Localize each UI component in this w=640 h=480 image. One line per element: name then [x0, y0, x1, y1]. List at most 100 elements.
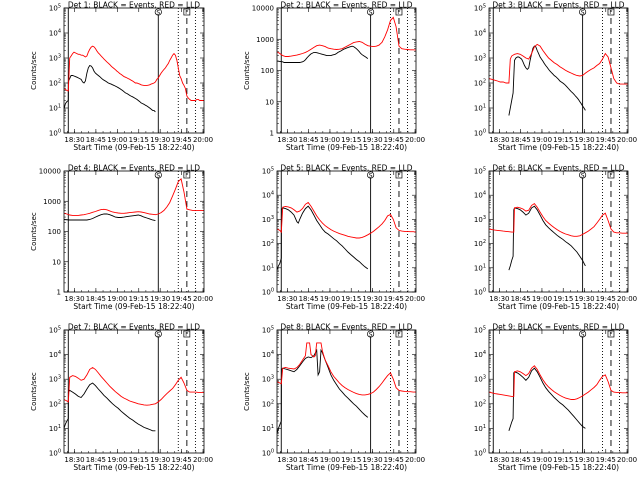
x-tick-label: 19:15: [553, 295, 573, 303]
x-tick-label: 18:30: [277, 136, 297, 144]
y-tick-label: 105: [49, 326, 61, 335]
x-tick-label: 18:30: [277, 295, 297, 303]
panel-title: Det 5: BLACK = Events, RED = LLD: [280, 164, 412, 173]
start-marker-label: S: [581, 331, 585, 338]
y-tick-label: 103: [262, 215, 274, 224]
series-events: [64, 213, 156, 222]
y-tick-label: 1000: [256, 36, 274, 44]
x-tick-label: 19:45: [172, 456, 192, 464]
x-tick-label: 19:15: [341, 295, 361, 303]
panel-title: Det 8: BLACK = Events, RED = LLD: [280, 323, 412, 332]
y-tick-label: 100: [474, 288, 486, 297]
y-tick-label: 1: [57, 289, 61, 297]
start-marker-label: S: [369, 9, 373, 16]
y-tick-label: 104: [262, 191, 274, 200]
start-marker: [367, 330, 375, 338]
plot-frame: [276, 329, 417, 454]
x-tick-label: 20:00: [617, 456, 637, 464]
y-axis-label: Counts/sec: [30, 51, 38, 90]
x-tick-label: 18:45: [299, 456, 319, 464]
y-axis-label: Counts/sec: [30, 372, 38, 411]
x-tick-label: 18:45: [86, 456, 106, 464]
plot-frame: [276, 170, 417, 293]
finish-marker-label: F: [609, 10, 612, 16]
finish-marker: [395, 171, 403, 179]
y-tick-label: 102: [262, 399, 274, 408]
finish-marker: [395, 8, 403, 16]
x-tick-label: 20:00: [405, 295, 425, 303]
x-tick-label: 19:30: [574, 136, 594, 144]
x-axis-label: Start Time (09-Feb-15 18:22:40): [286, 302, 407, 311]
y-tick-label: 102: [474, 239, 486, 248]
detector-panel-1: Det 1: BLACK = Events, RED = LLD 100 101 10…: [30, 1, 213, 153]
y-tick-label: 101: [49, 104, 61, 113]
y-axis-label: Counts/sec: [243, 372, 251, 411]
x-axis-label: Start Time (09-Feb-15 18:22:40): [286, 463, 407, 472]
x-tick-label: 18:45: [511, 295, 531, 303]
finish-marker: [183, 171, 191, 179]
series-lld: [64, 366, 204, 406]
x-tick-label: 19:00: [107, 456, 127, 464]
start-marker: [154, 330, 162, 338]
x-tick-label: 18:45: [511, 456, 531, 464]
y-tick-label: 100: [49, 129, 61, 138]
start-marker: [154, 8, 162, 16]
start-marker-label: S: [581, 172, 585, 179]
x-tick-label: 19:15: [129, 456, 149, 464]
x-tick-label: 20:00: [405, 136, 425, 144]
x-tick-label: 18:30: [489, 295, 509, 303]
x-tick-label: 18:45: [86, 295, 106, 303]
x-tick-label: 18:30: [277, 456, 297, 464]
y-tick-label: 10000: [252, 5, 274, 13]
finish-marker: [183, 330, 191, 338]
series-lld: [64, 178, 204, 216]
panel-title: Det 2: BLACK = Events, RED = LLD: [280, 1, 412, 10]
x-tick-label: 19:00: [320, 456, 340, 464]
y-tick-label: 103: [49, 375, 61, 384]
start-marker-label: S: [581, 9, 585, 16]
series-events: [508, 45, 586, 116]
y-tick-label: 102: [262, 239, 274, 248]
detector-panel-6: Det 6: BLACK = Events, RED = LLD 100 101 10…: [474, 164, 637, 312]
finish-marker: [607, 330, 615, 338]
series-events: [277, 205, 369, 271]
y-tick-label: 102: [49, 79, 61, 88]
y-tick-label: 104: [49, 350, 61, 359]
finish-marker-label: F: [185, 10, 188, 16]
y-tick-label: 1000: [43, 198, 61, 206]
panel-title: Det 7: BLACK = Events, RED = LLD: [68, 323, 200, 332]
x-tick-label: 20:00: [193, 456, 213, 464]
y-tick-label: 100: [262, 449, 274, 458]
y-tick-label: 103: [474, 54, 486, 63]
x-tick-label: 18:30: [64, 295, 84, 303]
start-marker: [367, 171, 375, 179]
x-axis-label: Start Time (09-Feb-15 18:22:40): [73, 143, 194, 152]
panel-title: Det 3: BLACK = Events, RED = LLD: [492, 1, 624, 10]
series-lld: [277, 201, 416, 239]
x-axis-label: Start Time (09-Feb-15 18:22:40): [73, 463, 194, 472]
detector-panel-7: Det 7: BLACK = Events, RED = LLD 100 101 10…: [30, 323, 213, 473]
start-marker-label: S: [156, 172, 160, 179]
x-tick-label: 18:30: [489, 136, 509, 144]
y-tick-label: 100: [262, 288, 274, 297]
y-tick-label: 100: [474, 449, 486, 458]
x-tick-label: 19:15: [553, 136, 573, 144]
x-tick-label: 19:45: [172, 136, 192, 144]
finish-marker-label: F: [609, 173, 612, 179]
x-axis-label: Start Time (09-Feb-15 18:22:40): [498, 302, 619, 311]
x-tick-label: 18:30: [64, 136, 84, 144]
plot-frame: [488, 170, 629, 293]
y-tick-label: 103: [474, 215, 486, 224]
finish-marker-label: F: [185, 173, 188, 179]
y-tick-label: 105: [49, 4, 61, 13]
panel-title: Det 4: BLACK = Events, RED = LLD: [68, 164, 200, 173]
x-tick-label: 18:45: [299, 136, 319, 144]
x-tick-label: 18:45: [299, 295, 319, 303]
x-tick-label: 19:45: [384, 136, 404, 144]
y-tick-label: 1: [270, 130, 274, 138]
x-tick-label: 19:15: [129, 136, 149, 144]
y-tick-label: 105: [474, 167, 486, 176]
start-marker: [579, 171, 587, 179]
x-tick-label: 18:30: [489, 456, 509, 464]
series-events: [64, 64, 156, 113]
